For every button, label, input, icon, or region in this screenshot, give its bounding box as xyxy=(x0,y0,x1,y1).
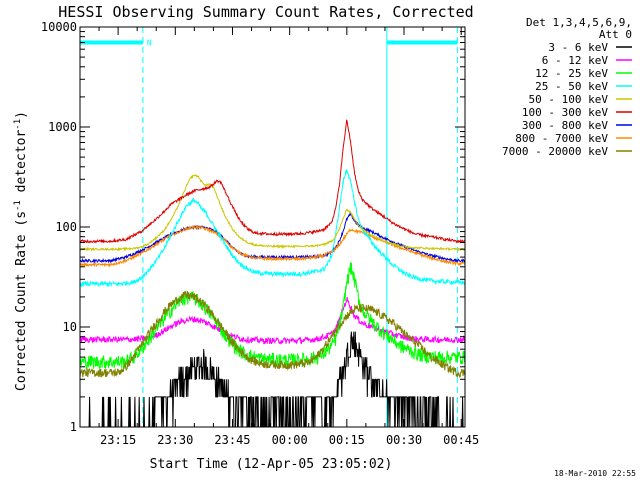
legend-label-0: 3 - 6 keV xyxy=(548,41,608,54)
x-tick-label-5: 00:30 xyxy=(386,433,422,447)
footer-timestamp: 18-Mar-2010 22:55 xyxy=(554,469,636,478)
y-axis-label-part2: detector xyxy=(14,130,29,201)
legend-label-5: 100 - 300 keV xyxy=(522,106,608,119)
x-tick-label-1: 23:30 xyxy=(157,433,193,447)
y-tick-label-2: 100 xyxy=(55,220,77,234)
x-tick-label-2: 23:45 xyxy=(214,433,250,447)
series-line-800-7000-kev xyxy=(80,224,465,268)
legend-label-4: 50 - 100 keV xyxy=(529,93,609,106)
series-line-7000-20000-kev xyxy=(80,290,465,378)
legend-header-line-1: Att 0 xyxy=(599,28,632,41)
series-layer xyxy=(80,119,465,427)
legend-label-2: 12 - 25 keV xyxy=(535,67,608,80)
y-tick-label-0: 1 xyxy=(70,420,77,434)
x-tick-label-6: 00:45 xyxy=(443,433,479,447)
series-line-25-50-kev xyxy=(80,168,465,288)
legend-label-8: 7000 - 20000 keV xyxy=(502,145,608,158)
series-line-3-6-kev xyxy=(80,331,465,427)
legend-label-7: 800 - 7000 keV xyxy=(515,132,608,145)
y-tick-label-1: 10 xyxy=(63,320,77,334)
series-line-12-25-kev xyxy=(80,262,465,371)
x-axis-label: Start Time (12-Apr-05 23:05:02) xyxy=(150,457,393,472)
y-axis-label: Corrected Count Rate (s-1 detector-1) xyxy=(13,111,29,391)
y-axis-label-part3: ) xyxy=(14,111,29,119)
x-tick-label-4: 00:15 xyxy=(329,433,365,447)
x-tick-label-0: 23:15 xyxy=(100,433,136,447)
series-line-300-800-kev xyxy=(80,211,465,264)
y-axis-label-sup1: -1 xyxy=(13,200,23,211)
series-line-100-300-kev xyxy=(80,119,465,244)
legend-label-1: 6 - 12 keV xyxy=(542,54,609,67)
y-axis-label-part1: Corrected Count Rate (s xyxy=(14,211,29,391)
legend-header-line-0: Det 1,3,4,5,6,9, xyxy=(526,16,632,29)
chart-title: HESSI Observing Summary Count Rates, Cor… xyxy=(58,3,473,21)
legend-label-6: 300 - 800 keV xyxy=(522,119,608,132)
axes-layer: 1 10 100 1000 10000 23:15 23:30 23:45 00:00 00:15… xyxy=(41,20,479,447)
legend-label-3: 25 - 50 keV xyxy=(535,80,608,93)
y-tick-label-4: 10000 xyxy=(41,20,77,34)
night-bar-label-0: N xyxy=(147,38,152,47)
y-axis-label-sup2: -1 xyxy=(13,119,23,130)
x-tick-label-3: 00:00 xyxy=(272,433,308,447)
y-tick-label-3: 1000 xyxy=(48,120,77,134)
series-line-50-100-kev xyxy=(80,174,465,252)
